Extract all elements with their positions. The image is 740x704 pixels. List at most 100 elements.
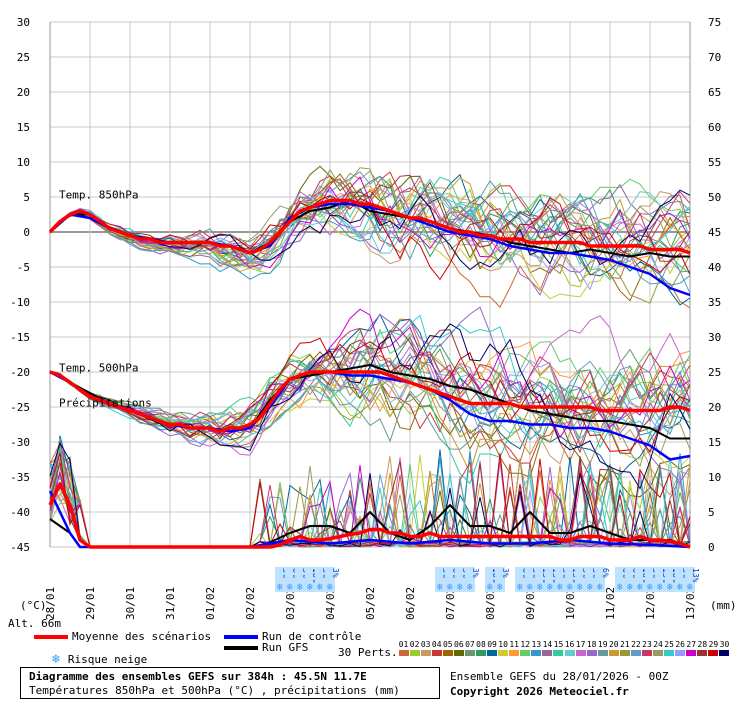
snowflake-icon: ❄ (487, 582, 494, 593)
left-tick-label: -30 (10, 436, 30, 449)
snowflake-icon: ❄ (297, 582, 304, 593)
member-color-swatch (575, 650, 586, 656)
member-color-swatch (708, 650, 719, 656)
member-id-label: 04 (431, 640, 442, 649)
snow-risk-pct: 3% (471, 568, 480, 578)
member-id-label: 24 (653, 640, 663, 649)
snowflake-icon: ❄ (317, 582, 324, 593)
legend-swatch-mean (34, 635, 68, 639)
date-tick-label: 04/02 (324, 587, 337, 620)
member-color-swatch (487, 650, 498, 656)
left-tick-label: -5 (17, 261, 30, 274)
snowflake-icon: ❄ (617, 582, 624, 593)
member-id-label: 12 (520, 640, 531, 649)
member-id-label: 28 (697, 640, 708, 649)
right-tick-label: 55 (708, 156, 721, 169)
member-swatch-18: 18 (586, 640, 597, 658)
date-tick-label: 10/02 (564, 587, 577, 620)
snowflake-icon: ❄ (667, 582, 674, 593)
snowflake-icon: ❄ (657, 582, 664, 593)
snow-risk-bar (455, 567, 465, 592)
legend-item-mean: Moyenne des scénarios (34, 630, 211, 643)
left-tick-label: -20 (10, 366, 30, 379)
member-swatch-19: 19 (597, 640, 608, 658)
member-swatch-25: 25 (664, 640, 675, 658)
date-tick-label: 30/01 (124, 587, 137, 620)
left-tick-label: -40 (10, 506, 30, 519)
member-color-swatch (675, 650, 686, 656)
member-id-label: 17 (575, 640, 586, 649)
right-tick-label: 15 (708, 436, 721, 449)
right-tick-label: 10 (708, 471, 721, 484)
snow-risk-bar (435, 567, 445, 592)
snowflake-icon: ❄ (287, 582, 294, 593)
member-id-label: 18 (586, 640, 597, 649)
member-color-swatch (520, 650, 531, 656)
snowflake-icon: ❄ (577, 582, 584, 593)
member-id-label: 30 (719, 640, 730, 649)
snow-risk-bar (575, 567, 585, 592)
member-color-swatch (608, 650, 619, 656)
snowflake-icon: ❄ (597, 582, 604, 593)
member-id-label: 08 (476, 640, 486, 649)
member-id-label: 05 (442, 640, 453, 649)
right-tick-label: 20 (708, 401, 721, 414)
date-tick-label: 02/02 (244, 587, 257, 620)
snow-risk-bar (675, 567, 685, 592)
legend-label-mean: Moyenne des scénarios (72, 630, 212, 643)
date-tick-label: 06/02 (404, 587, 417, 620)
member-id-label: 21 (620, 640, 630, 649)
member-id-label: 01 (398, 640, 409, 649)
left-tick-label: 25 (17, 51, 30, 64)
member-color-swatch (597, 650, 608, 656)
snowflake-icon: ❄ (557, 582, 564, 593)
member-swatch-01: 01 (398, 640, 409, 658)
member-swatch-03: 03 (420, 640, 431, 658)
left-tick-label: -25 (10, 401, 30, 414)
member-color-swatch (664, 650, 675, 656)
member-color-swatch (509, 650, 520, 656)
right-tick-label: 5 (708, 506, 715, 519)
legend-label-control: Run de contrôle (262, 630, 362, 643)
legend-label-gfs: Run GFS (262, 641, 309, 654)
snow-risk-pct: 3% (501, 568, 510, 578)
snow-risk-bar (685, 567, 695, 592)
member-swatch-20: 20 (608, 640, 619, 658)
member-id-label: 16 (564, 640, 575, 649)
ensemble-count-label: 30 Perts. (338, 646, 398, 659)
member-id-label: 26 (675, 640, 685, 649)
legend-swatch-control (224, 635, 258, 639)
member-color-swatch (641, 650, 653, 656)
right-tick-label: 35 (708, 296, 721, 309)
right-tick-label: 0 (708, 541, 715, 554)
member-color-swatch (464, 650, 475, 656)
member-swatch-10: 10 (498, 640, 509, 658)
member-color-swatch (409, 650, 420, 656)
snow-risk-bar (535, 567, 545, 592)
member-swatch-21: 21 (619, 640, 630, 658)
snow-risk-bar (635, 567, 645, 592)
snowflake-icon: ❄ (587, 582, 594, 593)
member-24-t850 (49, 168, 691, 258)
snowflake-icon: ❄ (687, 582, 694, 593)
member-swatch-17: 17 (575, 640, 586, 658)
snowflake-icon: ❄ (437, 582, 444, 593)
member-swatch-02: 02 (409, 640, 420, 658)
member-swatches: 01 02 03 04 05 06 07 08 09 10 11 12 13 14 15 16 17 18 19 20… (398, 640, 730, 658)
member-19-t500 (49, 360, 691, 450)
snow-risk-bar (445, 567, 455, 592)
member-swatch-30: 30 (719, 640, 730, 658)
snow-risk-bar (615, 567, 625, 592)
snow-risk-bar (595, 567, 605, 592)
member-color-swatch (420, 650, 431, 656)
snow-risk-bar (485, 567, 495, 592)
date-tick-label: 13/02 (684, 587, 697, 620)
snowflake-icon: ❄ (637, 582, 644, 593)
member-color-swatch (542, 650, 553, 656)
series-gfs-precip_mm (49, 504, 691, 548)
date-tick-label: 08/02 (484, 587, 497, 620)
member-color-swatch (498, 650, 509, 656)
right-tick-label: 25 (708, 366, 721, 379)
axis-labels: 302520151050-5-10-15-20-25-30-35-40-4575… (8, 16, 737, 630)
legend-item-gfs: Run GFS (224, 641, 308, 654)
